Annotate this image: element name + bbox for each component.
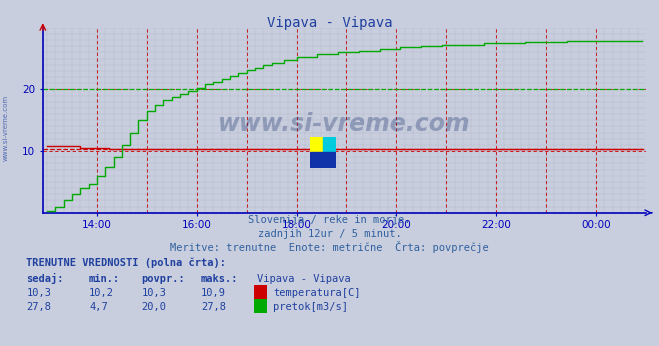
Text: temperatura[C]: temperatura[C] — [273, 288, 361, 298]
Text: 27,8: 27,8 — [201, 302, 226, 312]
Text: Vipava - Vipava: Vipava - Vipava — [257, 274, 351, 284]
Text: www.si-vreme.com: www.si-vreme.com — [218, 112, 471, 136]
Text: 27,8: 27,8 — [26, 302, 51, 312]
Text: www.si-vreme.com: www.si-vreme.com — [2, 95, 9, 161]
Text: sedaj:: sedaj: — [26, 273, 64, 284]
Text: maks.:: maks.: — [201, 274, 239, 284]
Text: 10,3: 10,3 — [26, 288, 51, 298]
Text: Meritve: trenutne  Enote: metrične  Črta: povprečje: Meritve: trenutne Enote: metrične Črta: … — [170, 241, 489, 253]
Text: povpr.:: povpr.: — [142, 274, 185, 284]
Text: 4,7: 4,7 — [89, 302, 107, 312]
Text: 20,0: 20,0 — [142, 302, 167, 312]
Text: 10,3: 10,3 — [142, 288, 167, 298]
Text: min.:: min.: — [89, 274, 120, 284]
Bar — [323, 137, 336, 152]
Text: TRENUTNE VREDNOSTI (polna črta):: TRENUTNE VREDNOSTI (polna črta): — [26, 258, 226, 268]
Text: pretok[m3/s]: pretok[m3/s] — [273, 302, 349, 312]
Text: Slovenija / reke in morje.: Slovenija / reke in morje. — [248, 215, 411, 225]
Text: zadnjih 12ur / 5 minut.: zadnjih 12ur / 5 minut. — [258, 229, 401, 239]
Bar — [310, 152, 336, 168]
Text: 10,9: 10,9 — [201, 288, 226, 298]
Text: 10,2: 10,2 — [89, 288, 114, 298]
Text: Vipava - Vipava: Vipava - Vipava — [267, 16, 392, 29]
Bar — [310, 137, 323, 152]
